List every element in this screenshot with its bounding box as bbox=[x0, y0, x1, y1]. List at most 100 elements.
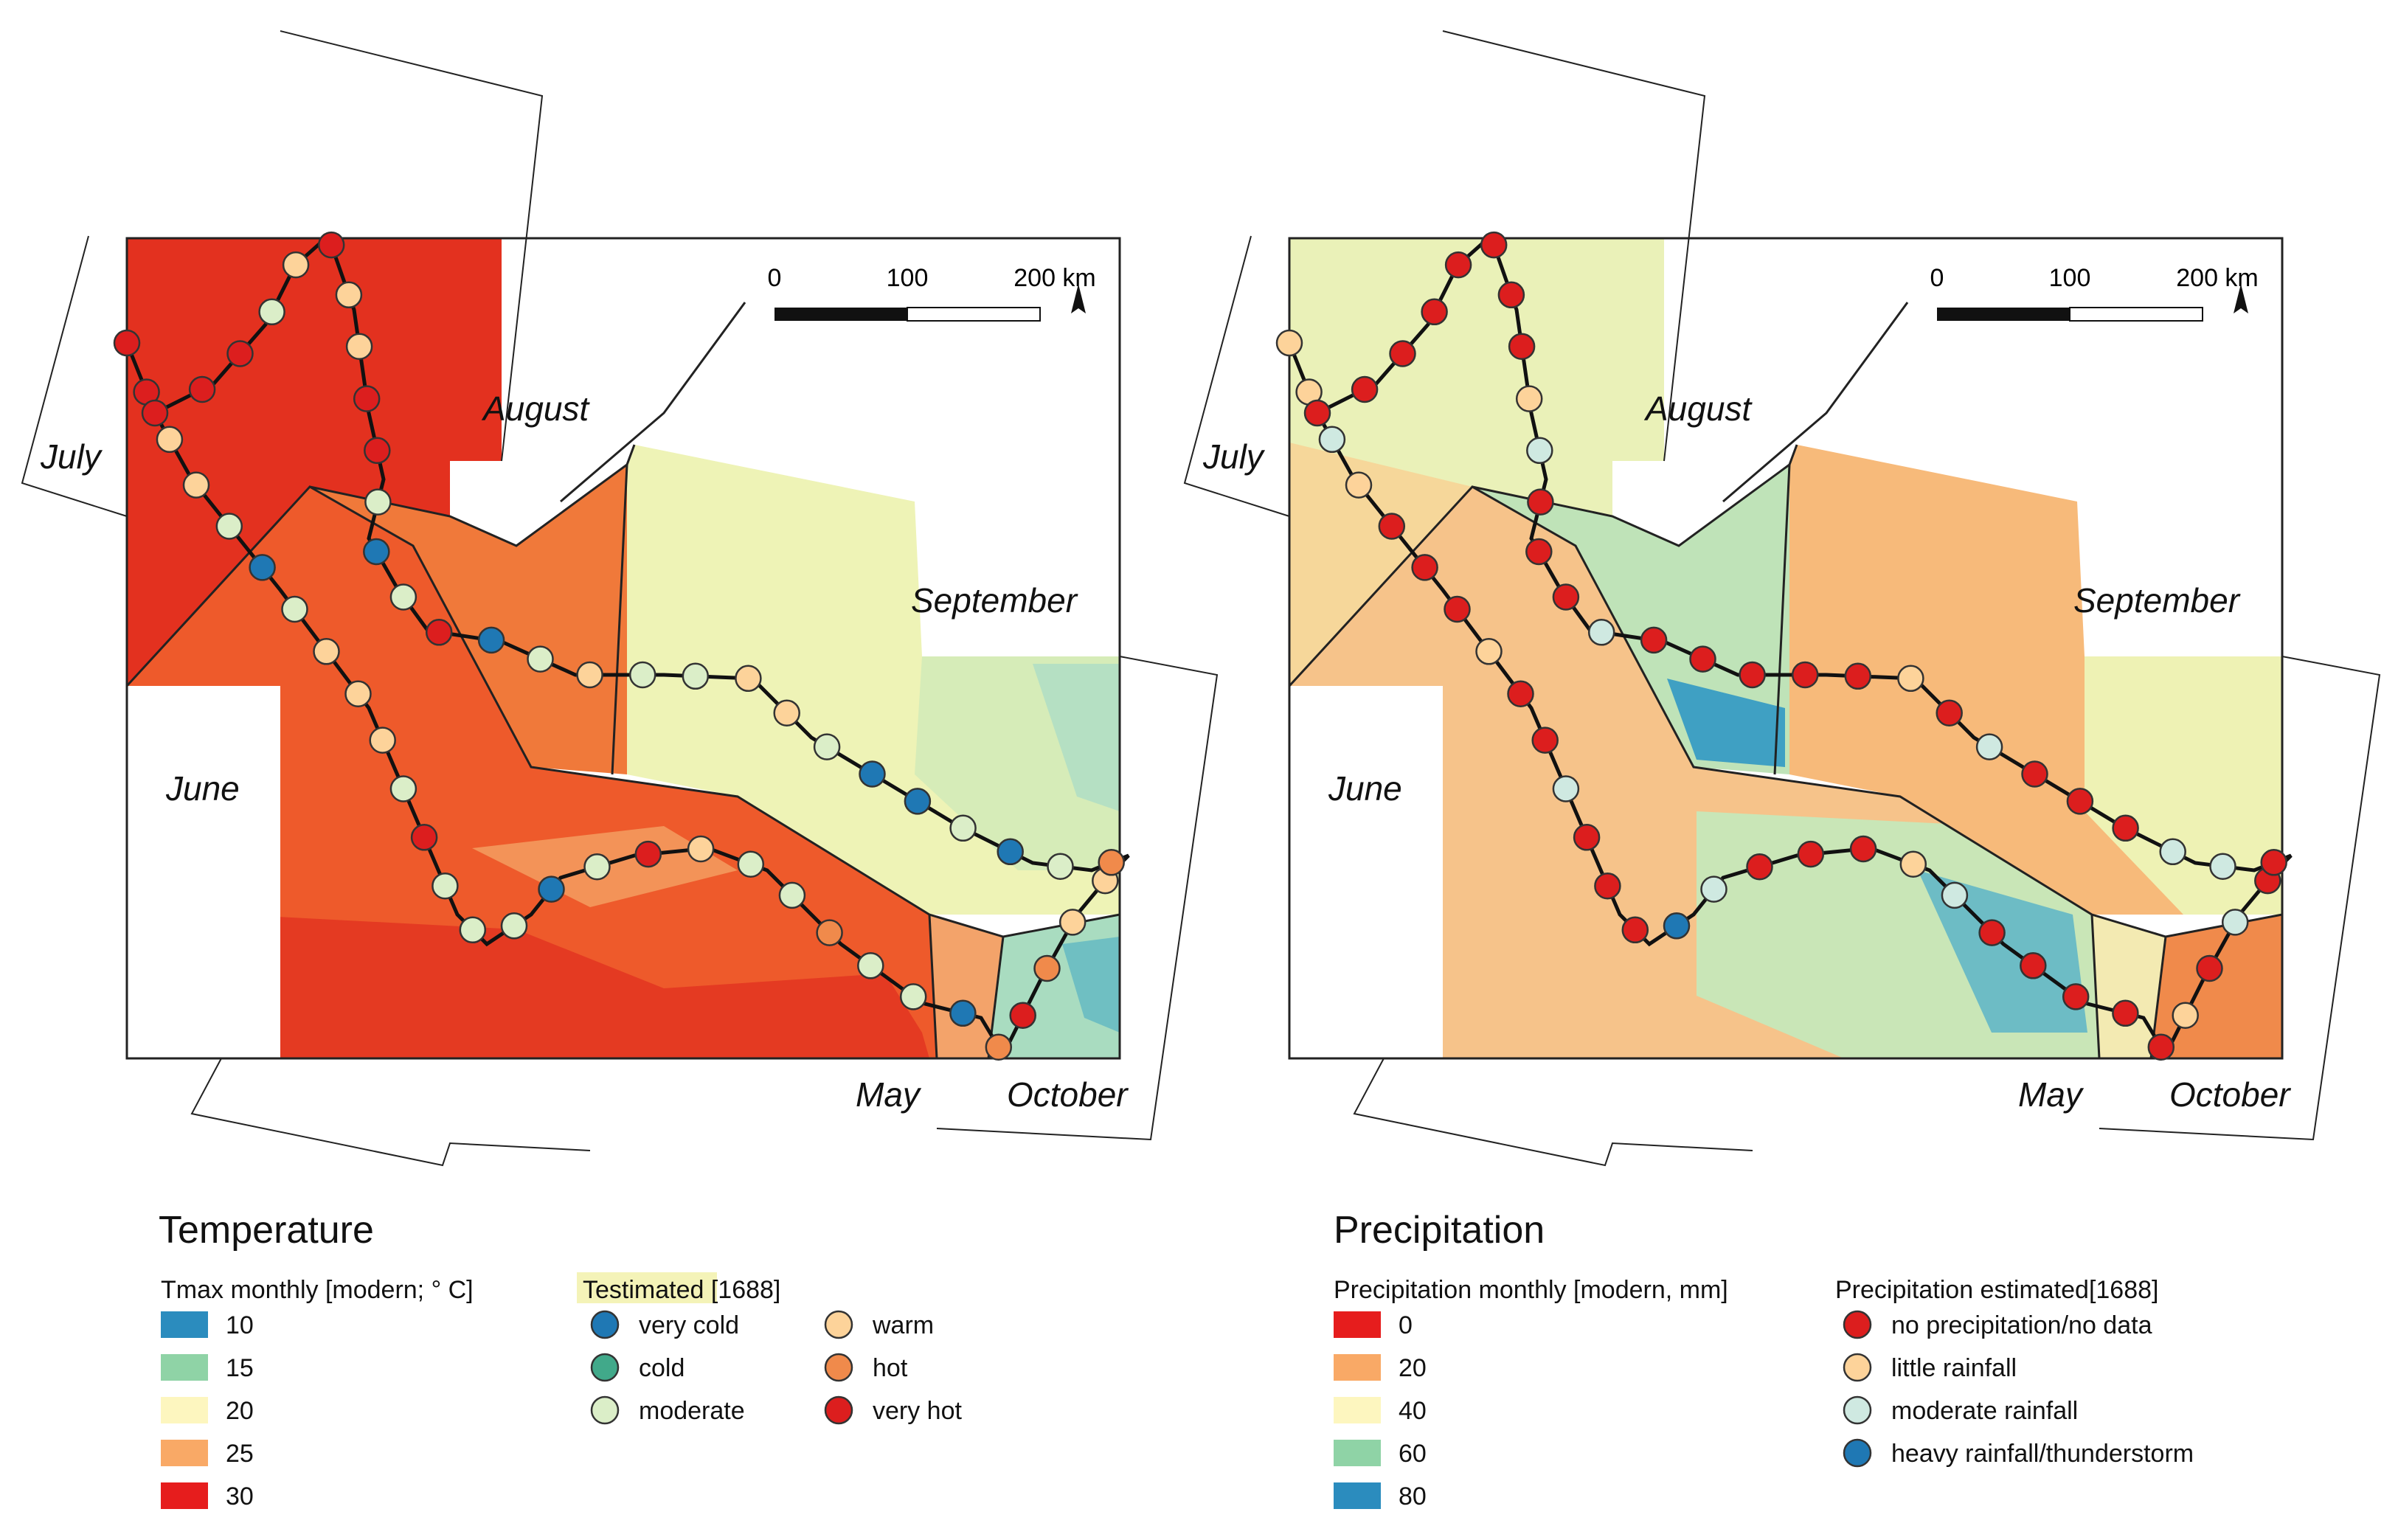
precipitation-legend: Precipitation Precipitation monthly [mod… bbox=[1334, 1209, 2194, 1510]
route-observation-marker bbox=[773, 699, 800, 726]
route-observation-marker bbox=[1411, 554, 1438, 581]
route-observation-marker bbox=[1009, 1002, 1036, 1029]
legend-label: warm bbox=[872, 1311, 934, 1339]
legend-label: 0 bbox=[1399, 1311, 1413, 1339]
route-observation-marker bbox=[1844, 662, 1872, 690]
route-observation-marker bbox=[1700, 875, 1728, 903]
route-observation-marker bbox=[949, 814, 977, 842]
route-observation-marker bbox=[1098, 849, 1125, 876]
route-observation-marker bbox=[1526, 437, 1553, 465]
legend-swatch bbox=[1334, 1397, 1381, 1423]
route-observation-marker bbox=[583, 853, 611, 881]
route-observation-marker bbox=[2147, 1033, 2175, 1061]
route-observation-marker bbox=[363, 538, 390, 566]
precipitation-outline bbox=[1183, 30, 2381, 1167]
month-label-october: October bbox=[2169, 1075, 2291, 1114]
route-observation-marker bbox=[1303, 399, 1331, 427]
route-observation-marker bbox=[258, 298, 285, 326]
route-observation-marker bbox=[249, 554, 276, 581]
legend-marker bbox=[824, 1310, 853, 1339]
legend-label: 10 bbox=[226, 1311, 254, 1339]
precipitation-scale-bar: 0 100 200 km bbox=[1930, 264, 2259, 322]
route-observation-marker bbox=[778, 881, 806, 909]
legend-swatch bbox=[1334, 1354, 1381, 1381]
legend-label: little rainfall bbox=[1891, 1354, 2017, 1382]
legend-title: Temperature bbox=[159, 1209, 374, 1252]
legend-label: cold bbox=[639, 1354, 685, 1382]
legend-swatch bbox=[161, 1482, 208, 1509]
route-observation-marker bbox=[1941, 881, 1969, 909]
route-observation-marker bbox=[2066, 788, 2094, 815]
month-label-october: October bbox=[1007, 1075, 1129, 1114]
route-observation-marker bbox=[1480, 231, 1508, 259]
route-observation-marker bbox=[1573, 824, 1601, 851]
route-observation-marker bbox=[857, 952, 884, 979]
route-observation-marker bbox=[1897, 665, 1924, 693]
route-observation-marker bbox=[432, 872, 459, 900]
route-observation-marker bbox=[1739, 661, 1766, 689]
precipitation-map: 0 100 200 km July August September June … bbox=[1183, 30, 2381, 1167]
route-observation-marker bbox=[1508, 333, 1536, 360]
legend-marker bbox=[824, 1395, 853, 1425]
legend-label: heavy rainfall/thunderstorm bbox=[1891, 1440, 2194, 1468]
route-observation-marker bbox=[682, 662, 710, 690]
route-observation-marker bbox=[813, 733, 841, 760]
route-observation-marker bbox=[2221, 909, 2249, 936]
route-observation-marker bbox=[1507, 680, 1534, 707]
route-observation-marker bbox=[1899, 850, 1927, 878]
route-observation-marker bbox=[500, 912, 528, 940]
route-observation-marker bbox=[2062, 983, 2090, 1010]
north-arrow-icon bbox=[2234, 284, 2248, 313]
route-observation-marker bbox=[859, 760, 886, 788]
route-observation-marker bbox=[369, 726, 396, 754]
route-observation-marker bbox=[1527, 488, 1554, 516]
route-observation-marker bbox=[1587, 619, 1615, 646]
route-observation-marker bbox=[1975, 733, 2003, 760]
temperature-scale-bar: 0 100 200 km bbox=[768, 264, 1096, 322]
legend-label: 15 bbox=[226, 1354, 254, 1382]
month-label-may: May bbox=[2018, 1075, 2085, 1114]
route-observation-marker bbox=[1515, 385, 1543, 412]
legend-label: 30 bbox=[226, 1482, 254, 1510]
route-observation-marker bbox=[1345, 471, 1373, 499]
point-legend-title: Testimated [1688] bbox=[583, 1276, 780, 1304]
route-observation-marker bbox=[282, 251, 310, 279]
route-observation-marker bbox=[527, 645, 554, 673]
route-observation-marker bbox=[317, 231, 345, 259]
route-observation-marker bbox=[634, 840, 662, 868]
route-observation-marker bbox=[1689, 645, 1716, 673]
precipitation-raster bbox=[1288, 237, 2284, 1060]
month-label-may: May bbox=[856, 1075, 922, 1114]
route-observation-marker bbox=[737, 850, 765, 878]
route-observation-marker bbox=[1389, 340, 1416, 367]
temperature-month-labels: July August September June May October bbox=[40, 389, 1129, 1114]
route-observation-marker bbox=[2159, 838, 2186, 866]
month-label-july: July bbox=[40, 437, 103, 476]
route-observation-marker bbox=[904, 788, 932, 815]
route-observation-marker bbox=[1318, 426, 1346, 454]
route-observation-marker bbox=[141, 399, 169, 427]
route-observation-marker bbox=[188, 375, 216, 403]
precipitation-month-labels: July August September June May October bbox=[1202, 389, 2291, 1114]
route-observation-marker bbox=[364, 437, 391, 465]
route-observation-marker bbox=[1444, 595, 1471, 623]
legend-label: no precipitation/no data bbox=[1891, 1311, 2152, 1339]
month-label-june: June bbox=[165, 769, 240, 808]
temperature-legend: Temperature Tmax monthly [modern; ° C] 1… bbox=[159, 1209, 962, 1510]
route-observation-marker bbox=[985, 1033, 1013, 1061]
route-observation-marker bbox=[1033, 954, 1061, 982]
route-observation-marker bbox=[816, 919, 843, 946]
route-observation-marker bbox=[1746, 853, 1773, 881]
legend-marker bbox=[590, 1395, 620, 1425]
route-observation-marker bbox=[2172, 1002, 2199, 1029]
route-observation-marker bbox=[335, 281, 363, 309]
route-observation-marker bbox=[477, 626, 505, 654]
route-observation-marker bbox=[1978, 919, 2006, 946]
month-label-july: July bbox=[1202, 437, 1266, 476]
scale-tick-200: 200 km bbox=[2176, 264, 2259, 292]
route-observation-marker bbox=[949, 999, 977, 1027]
route-observation-marker bbox=[1594, 872, 1621, 900]
route-observation-marker bbox=[389, 775, 417, 802]
legend-marker bbox=[1843, 1310, 1872, 1339]
